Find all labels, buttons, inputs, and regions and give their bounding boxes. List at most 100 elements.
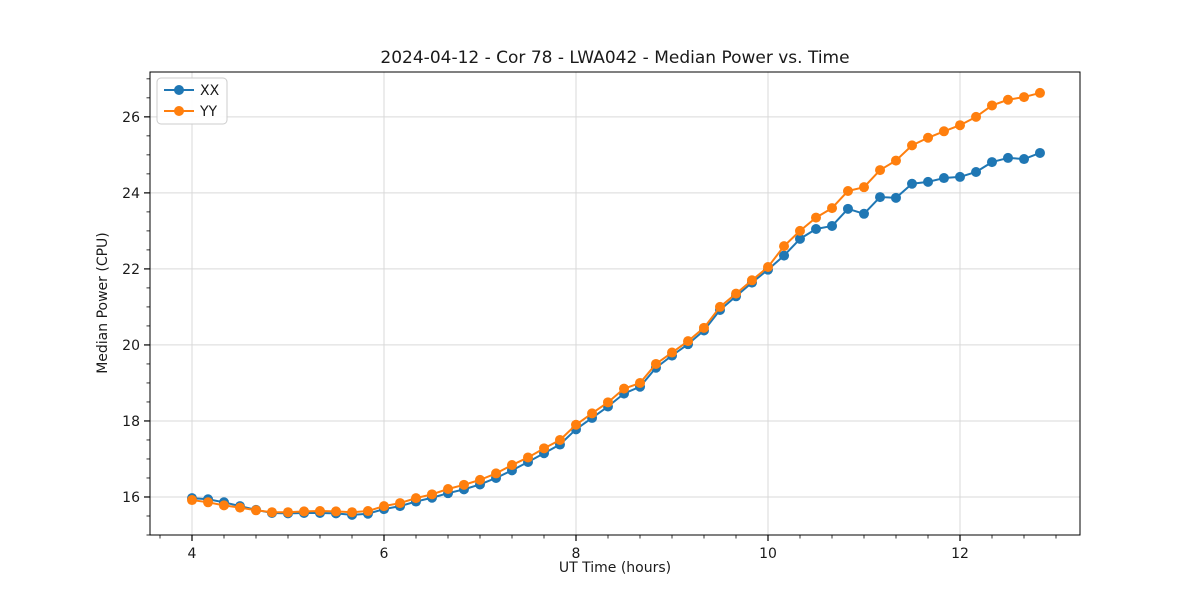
series-line — [191, 152, 1041, 516]
data-point — [875, 192, 886, 203]
data-point — [395, 498, 406, 509]
data-point — [667, 347, 677, 358]
series-yy — [187, 87, 1045, 518]
data-point — [779, 250, 790, 261]
data-point — [827, 220, 838, 231]
data-point — [923, 176, 934, 187]
data-point — [827, 203, 838, 214]
plot-border — [149, 71, 1081, 536]
chart-title: 2024-04-12 - Cor 78 - LWA042 - Median Po… — [380, 48, 849, 68]
series-line — [191, 91, 1041, 514]
data-point — [1019, 92, 1030, 103]
data-point — [794, 233, 805, 244]
data-point — [986, 157, 997, 168]
data-point — [1019, 154, 1030, 165]
data-point — [602, 397, 613, 408]
data-point — [746, 275, 757, 286]
data-point — [427, 489, 437, 500]
y-tick-label: 16 — [122, 490, 140, 506]
x-tick-label: 6 — [380, 546, 389, 562]
data-point — [923, 132, 934, 143]
data-point — [650, 358, 661, 369]
data-point — [1034, 87, 1045, 98]
legend-entry-label: XX — [200, 83, 220, 99]
data-point — [938, 173, 949, 184]
legend-marker — [174, 106, 184, 116]
data-point — [955, 120, 965, 131]
data-point — [299, 506, 310, 517]
data-point — [587, 408, 598, 419]
legend-marker — [174, 85, 184, 95]
x-tick-label: 12 — [951, 546, 969, 562]
x-tick-label: 4 — [188, 546, 197, 562]
y-tick-label: 26 — [122, 110, 140, 126]
data-point — [842, 203, 853, 214]
data-point — [523, 452, 533, 463]
tick-labels: 4 6 8 10 12 16 18 20 22 24 26 — [122, 110, 969, 562]
data-point — [314, 506, 325, 517]
data-point — [731, 288, 742, 299]
data-series — [187, 87, 1045, 520]
data-point — [539, 443, 550, 454]
data-point — [859, 208, 869, 219]
data-point — [1003, 152, 1013, 163]
data-point — [571, 419, 581, 430]
data-point — [619, 383, 629, 394]
legend-entry-label: YY — [199, 104, 218, 120]
data-point — [554, 434, 565, 445]
data-point — [187, 495, 197, 506]
data-point — [811, 223, 821, 234]
grid-lines — [150, 72, 1080, 535]
data-point — [794, 225, 805, 236]
data-point — [410, 493, 421, 504]
data-point — [907, 178, 917, 189]
data-point — [331, 506, 341, 517]
data-point — [955, 171, 965, 182]
y-tick-label: 18 — [122, 414, 140, 430]
data-point — [491, 468, 502, 479]
data-point — [698, 322, 709, 333]
data-point — [475, 474, 485, 485]
data-point — [379, 501, 389, 512]
data-point — [890, 192, 901, 203]
x-tick-label: 10 — [759, 546, 777, 562]
data-point — [203, 497, 214, 508]
data-point — [779, 241, 790, 252]
x-axis-label: UT Time (hours) — [559, 560, 671, 576]
data-point — [235, 502, 245, 513]
data-point — [938, 126, 949, 137]
data-point — [347, 507, 358, 518]
data-point — [763, 262, 773, 273]
y-axis-label: Median Power (CPU) — [95, 232, 111, 374]
data-point — [1003, 94, 1013, 105]
data-point — [875, 165, 886, 176]
legend: XX YY — [156, 77, 228, 125]
data-point — [251, 505, 262, 516]
data-point — [635, 377, 646, 388]
x-tick-label: 8 — [572, 546, 581, 562]
y-tick-label: 24 — [122, 186, 140, 202]
data-point — [859, 182, 869, 193]
data-point — [715, 301, 725, 312]
data-point — [842, 185, 853, 196]
data-point — [971, 111, 982, 122]
data-point — [443, 484, 454, 495]
series-xx — [187, 147, 1045, 520]
data-point — [506, 460, 517, 471]
data-point — [362, 506, 373, 517]
data-point — [890, 155, 901, 166]
data-point — [683, 336, 694, 347]
data-point — [811, 212, 821, 223]
data-point — [283, 507, 293, 518]
data-point — [458, 479, 469, 490]
data-point — [266, 507, 277, 518]
y-tick-label: 20 — [122, 338, 140, 354]
data-point — [986, 100, 997, 111]
data-point — [907, 140, 917, 151]
data-point — [1034, 147, 1045, 158]
y-tick-label: 22 — [122, 262, 140, 278]
axis-ticks — [144, 78, 1057, 541]
data-point — [218, 500, 229, 511]
